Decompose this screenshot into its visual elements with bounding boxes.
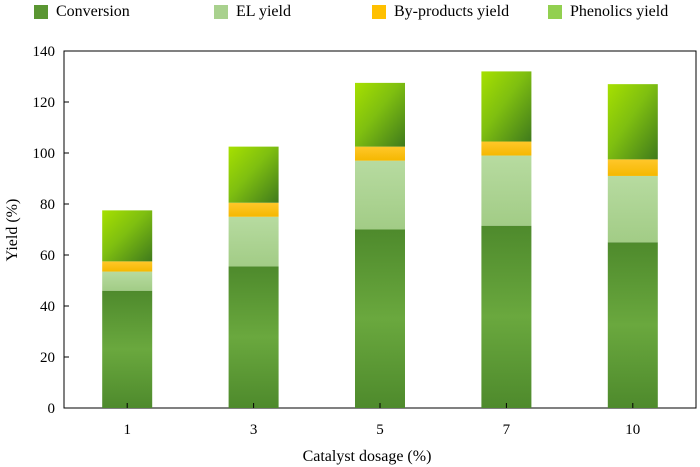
bar-segment-conversion [481,225,532,408]
bar-segment-by-products [102,261,153,272]
legend-label-conversion: Conversion [56,3,130,20]
y-tick-label: 120 [33,95,56,111]
y-tick-label: 20 [40,350,55,366]
y-tick-label: 60 [40,248,55,264]
bar-segment-conversion [228,266,279,408]
legend-item-by-products: By-products yield [372,3,509,21]
bar-segment-by-products [355,146,405,161]
x-tick-label: 1 [123,422,131,438]
legend-swatch-phenolics [548,5,562,19]
bar-segment-el-yield [607,175,658,243]
bar-segment-el-yield [355,160,405,230]
legend-swatch-conversion [34,5,48,19]
legend-item-phenolics: Phenolics yield [548,3,668,21]
bar-segment-phenolics [355,82,405,147]
bar-segment-phenolics [481,71,532,142]
y-tick-label: 80 [40,197,55,213]
bar-segment-conversion [607,242,658,408]
bar-segment-phenolics [607,84,658,160]
bar-segment-el-yield [481,155,532,226]
bar-segment-phenolics [228,146,279,203]
x-tick-label: 10 [625,422,640,438]
y-tick-label: 40 [40,299,55,315]
legend-item-el-yield: EL yield [214,3,291,21]
legend-label-el-yield: EL yield [236,3,291,20]
bar-segment-by-products [228,202,279,217]
legend-swatch-by-products [372,5,386,19]
y-tick-label: 140 [33,44,56,60]
legend-label-by-products: By-products yield [394,3,510,20]
x-axis-label: Catalyst dosage (%) [303,448,432,465]
x-tick-label: 5 [376,422,384,438]
bar-segment-phenolics [102,210,153,262]
plot-area: 0 20 40 60 80 100 120 140 1 3 5 7 10 [33,44,697,438]
x-tick-label: 7 [503,422,511,438]
legend-swatch-el-yield [214,5,228,19]
chart-legend: Conversion EL yield By-products yield Ph… [0,0,700,26]
legend-label-phenolics: Phenolics yield [570,3,669,20]
x-tick-label: 3 [250,422,258,438]
bar-segment-conversion [355,229,405,408]
y-axis-label: Yield (%) [4,199,21,262]
legend-item-conversion: Conversion [34,3,130,21]
bar-segment-conversion [102,290,153,408]
bar-segment-el-yield [228,216,279,267]
bar-segment-by-products [607,159,658,176]
y-tick-label: 0 [48,401,56,417]
bar-segment-el-yield [102,271,153,291]
y-tick-label: 100 [33,146,56,162]
bar-segment-by-products [481,141,532,156]
